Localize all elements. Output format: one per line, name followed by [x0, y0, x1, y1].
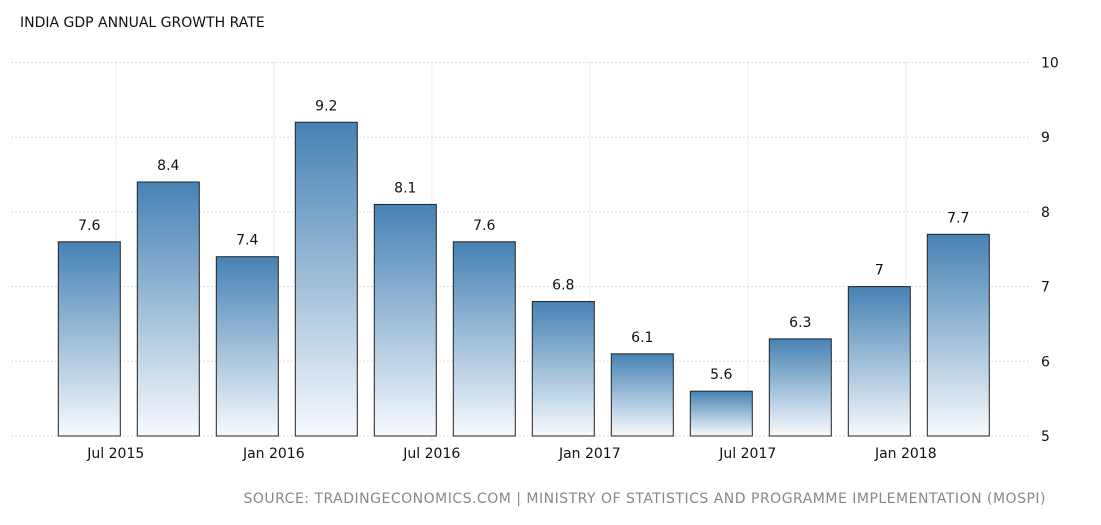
- bar: [689, 390, 753, 437]
- bar-value-label: 6.3: [789, 315, 811, 331]
- bar: [373, 203, 437, 437]
- y-tick-label: 7: [1041, 280, 1050, 296]
- bar-value-label: 7.6: [473, 218, 495, 234]
- bar: [136, 181, 200, 437]
- x-tick-label: Jan 2016: [242, 446, 305, 462]
- bar-value-label: 7.7: [947, 210, 969, 226]
- bar: [926, 233, 990, 437]
- bar-value-label: 5.6: [710, 367, 732, 383]
- y-tick-label: 5: [1041, 429, 1050, 445]
- bar-value-label: 7.4: [236, 233, 258, 249]
- bar-value-label: 8.4: [157, 158, 179, 174]
- bar: [531, 301, 595, 437]
- y-tick-label: 10: [1041, 56, 1059, 72]
- bar: [452, 241, 516, 437]
- y-tick-label: 9: [1041, 130, 1050, 146]
- y-tick-label: 6: [1041, 354, 1050, 370]
- bar: [610, 353, 674, 437]
- chart-title: INDIA GDP ANNUAL GROWTH RATE: [20, 15, 265, 31]
- bar: [215, 256, 279, 437]
- bar-value-label: 7: [875, 263, 884, 279]
- x-tick-label: Jan 2018: [874, 446, 937, 462]
- bar-value-label: 9.2: [315, 98, 337, 114]
- bar-value-label: 6.8: [552, 278, 574, 294]
- x-tick-label: Jan 2017: [558, 446, 621, 462]
- x-tick-label: Jul 2017: [718, 446, 776, 462]
- y-tick-label: 8: [1041, 205, 1050, 221]
- bar: [294, 121, 358, 437]
- bar: [768, 338, 832, 437]
- bar: [847, 286, 911, 437]
- bar-value-label: 7.6: [78, 218, 100, 234]
- bar-value-label: 8.1: [394, 180, 416, 196]
- source-note: SOURCE: TRADINGECONOMICS.COM | MINISTRY …: [243, 491, 1046, 507]
- x-tick-label: Jul 2015: [86, 446, 144, 462]
- bar-value-label: 6.1: [631, 330, 653, 346]
- bar: [57, 241, 121, 437]
- x-tick-label: Jul 2016: [402, 446, 460, 462]
